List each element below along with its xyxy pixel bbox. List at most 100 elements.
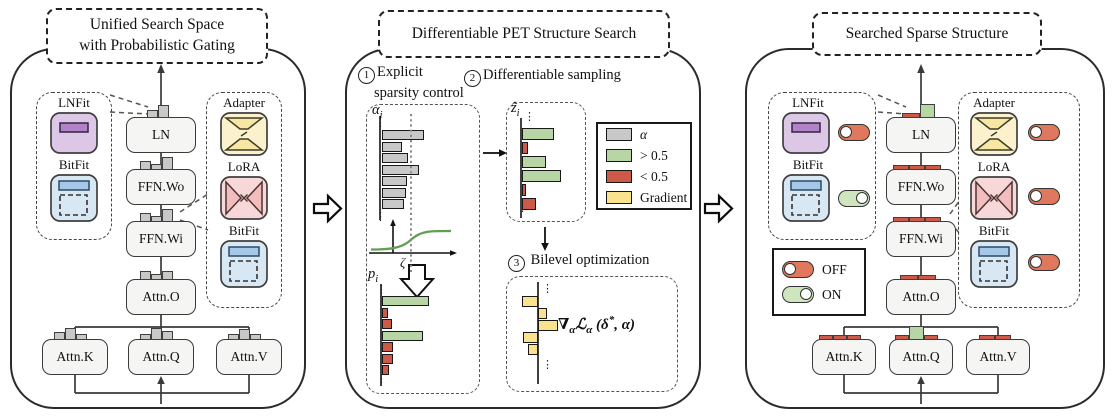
lnfit-toggle bbox=[838, 124, 870, 141]
gt-swatch bbox=[606, 149, 632, 162]
lt-swatch bbox=[606, 170, 632, 183]
lora-label: LoRA bbox=[977, 159, 1011, 174]
bitfit-icon bbox=[50, 174, 98, 222]
bitfit-left-label: BitFit bbox=[58, 157, 90, 172]
p-bottom-dots: ⋮ bbox=[376, 373, 387, 385]
gradient-histogram bbox=[520, 296, 558, 356]
lora-label: LoRA bbox=[227, 159, 261, 174]
adapter-icon bbox=[220, 112, 268, 156]
zeta-label: ζ bbox=[400, 255, 406, 270]
grad-bottom-dots: ⋮ bbox=[542, 359, 553, 371]
adapter-label: Adapter bbox=[973, 95, 1015, 110]
legend-row-lt: < 0.5 bbox=[606, 169, 682, 185]
alpha-histogram bbox=[382, 130, 424, 211]
right-ffn-wo-gates bbox=[893, 165, 941, 170]
right-attn-k-gates bbox=[819, 335, 861, 340]
step-3-label: 3 Bilevel optimization bbox=[508, 251, 708, 272]
gradient-swatch bbox=[606, 191, 632, 204]
z-axis-label: ẑi bbox=[511, 100, 520, 119]
alpha-top-dots: ⋮ bbox=[375, 117, 386, 129]
adapter-toggle bbox=[1028, 124, 1060, 141]
z-top-dots: ⋮ bbox=[524, 111, 535, 123]
right-block-attn-o: Attn.O bbox=[886, 279, 956, 315]
legend-row-on: ON bbox=[782, 286, 856, 303]
left-block-attn-k: Attn.K bbox=[42, 339, 108, 375]
middle-panel bbox=[345, 48, 701, 409]
bilevel-box bbox=[506, 276, 678, 392]
middle-title-text: Differentiable PET Structure Search bbox=[411, 24, 637, 42]
legend-row-alpha: α bbox=[606, 127, 682, 143]
step-1-number: 1 bbox=[358, 67, 375, 84]
left-block-attn-q: Attn.Q bbox=[128, 339, 194, 375]
bitfit-icon bbox=[782, 174, 830, 222]
left-ffn-wi-gates bbox=[140, 209, 173, 222]
right-attn-q-gates bbox=[895, 326, 938, 340]
right-block-ffn-wi: FFN.Wi bbox=[886, 221, 956, 257]
flow-arrow-2-icon bbox=[703, 193, 734, 224]
lora-icon bbox=[970, 176, 1018, 220]
alpha-axis-label: αi bbox=[372, 102, 383, 121]
p-histogram bbox=[382, 296, 429, 377]
right-block-attn-v: Attn.V bbox=[966, 339, 1030, 375]
lora-icon bbox=[220, 176, 268, 220]
left-block-attn-o: Attn.O bbox=[126, 279, 196, 315]
toggle-legend: OFF ON bbox=[772, 248, 866, 316]
alpha-bottom-dots: ⋮ bbox=[375, 211, 386, 223]
on-toggle-icon bbox=[782, 286, 814, 303]
legend-row-off: OFF bbox=[782, 261, 856, 278]
p-top-dots: ⋮ bbox=[376, 284, 387, 296]
step-3-number: 3 bbox=[508, 255, 525, 272]
right-ln-gates bbox=[902, 104, 935, 118]
step-2-label: 2 Differentiable sampling bbox=[464, 66, 684, 87]
flow-arrow-1-icon bbox=[312, 193, 343, 224]
sparsity-control-box bbox=[366, 104, 480, 394]
grad-top-dots: ⋮ bbox=[542, 283, 553, 295]
lora-toggle bbox=[1028, 188, 1060, 205]
right-block-attn-q: Attn.Q bbox=[889, 339, 953, 375]
bitfit-left-label: BitFit bbox=[792, 157, 824, 172]
legend-row-gt: > 0.5 bbox=[606, 148, 682, 164]
adapter-label: Adapter bbox=[223, 95, 265, 110]
right-panel-title: Searched Sparse Structure bbox=[812, 12, 1042, 56]
right-attn-o-gates bbox=[900, 275, 936, 280]
left-block-ffn-wo: FFN.Wo bbox=[126, 169, 196, 205]
lnfit-label: LNFit bbox=[792, 95, 824, 110]
left-attn-v-gates bbox=[228, 329, 261, 340]
left-block-attn-v: Attn.V bbox=[216, 339, 282, 375]
right-attn-v-gates bbox=[979, 335, 1011, 340]
step-2-number: 2 bbox=[464, 70, 481, 87]
sampling-box bbox=[506, 102, 586, 222]
left-attn-o-gates bbox=[140, 271, 173, 280]
lnfit-icon bbox=[782, 112, 830, 154]
left-title-line1: Unified Search Space bbox=[89, 16, 225, 34]
bitfit-right-label: BitFit bbox=[978, 223, 1010, 238]
p-axis-label: pi bbox=[368, 266, 379, 285]
left-title-line2: with Probabilistic Gating bbox=[79, 37, 235, 54]
left-block-ln: LN bbox=[126, 117, 196, 153]
bitfit-icon bbox=[970, 240, 1018, 288]
z-bottom-dots: ⋮ bbox=[517, 202, 528, 214]
right-block-ffn-wo: FFN.Wo bbox=[886, 169, 956, 205]
left-ln-gates bbox=[147, 105, 169, 118]
left-modules-left-group bbox=[36, 92, 112, 240]
legend-row-gradient: Gradient bbox=[606, 190, 687, 206]
alpha-swatch bbox=[606, 128, 632, 141]
adapter-icon bbox=[970, 112, 1018, 156]
bilevel-formula: ∇αℒα (δ*, α) bbox=[558, 314, 636, 336]
middle-panel-title: Differentiable PET Structure Search bbox=[378, 10, 670, 58]
step-1-label: 1 Explicit sparsity control bbox=[358, 63, 498, 102]
right-block-ln: LN bbox=[886, 117, 956, 153]
left-attn-k-gates bbox=[54, 328, 87, 340]
right-modules-left-group bbox=[768, 92, 876, 240]
left-block-ffn-wi: FFN.Wi bbox=[126, 221, 196, 257]
bitfit-right-toggle bbox=[1028, 254, 1060, 271]
z-histogram bbox=[522, 128, 561, 212]
right-title-text: Searched Sparse Structure bbox=[845, 24, 1009, 42]
bitfit-right-label: BitFit bbox=[228, 223, 260, 238]
left-attn-q-gates bbox=[140, 328, 173, 340]
off-toggle-icon bbox=[782, 261, 814, 278]
left-panel-title: Unified Search Space with Probabilistic … bbox=[46, 8, 268, 64]
right-block-attn-k: Attn.K bbox=[812, 339, 876, 375]
lnfit-label: LNFit bbox=[58, 95, 90, 110]
